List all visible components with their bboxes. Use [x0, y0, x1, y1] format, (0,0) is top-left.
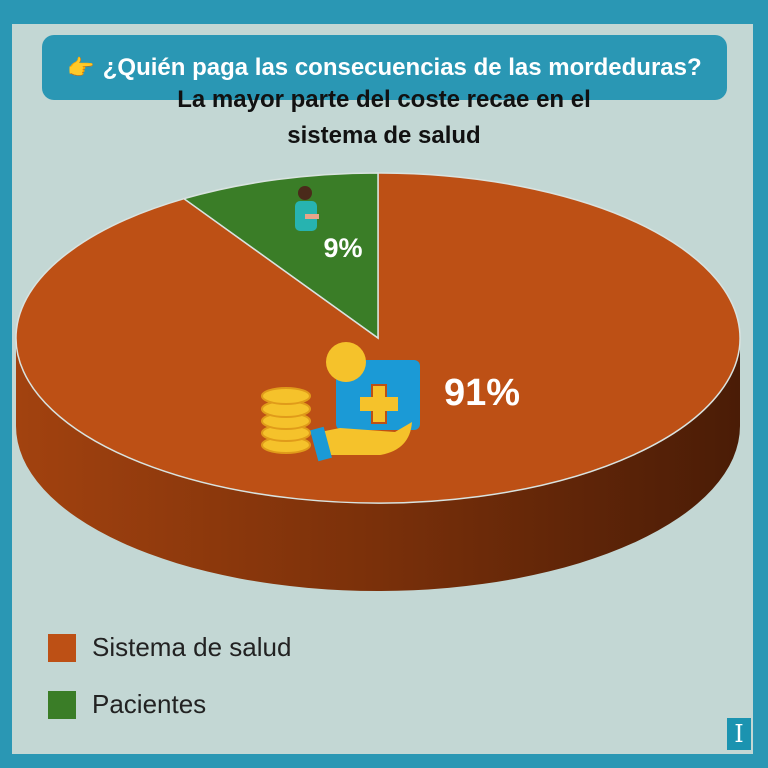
legend-swatch — [48, 633, 76, 662]
injured-person-icon — [295, 186, 319, 231]
pie-side — [16, 338, 740, 591]
pointing-hand-icon: 👉 — [67, 54, 95, 80]
legend-swatch — [48, 690, 76, 719]
chart-title-line-2: sistema de salud — [287, 122, 481, 149]
chart-title-line-1: La mayor parte del coste recae en el — [177, 86, 591, 113]
data-label-sistema-de-salud: 91% — [444, 372, 520, 414]
legend-item-sistema-de-salud: Sistema de salud — [48, 632, 291, 663]
medical-kit-coins-hand-icon — [261, 342, 420, 462]
question-text: ¿Quién paga las consecuencias de las mor… — [102, 53, 702, 81]
pie-slice-pacientes — [182, 172, 379, 340]
question-banner: 👉 ¿Quién paga las consecuencias de las m… — [42, 35, 727, 100]
data-label-pacientes: 9% — [323, 233, 362, 263]
chart-title: La mayor parte del coste recae en el sis… — [0, 82, 768, 154]
legend-label: Sistema de salud — [92, 632, 292, 662]
legend-label: Pacientes — [92, 689, 207, 719]
brand-logo: I — [727, 718, 751, 750]
legend-item-pacientes: Pacientes — [48, 689, 206, 720]
